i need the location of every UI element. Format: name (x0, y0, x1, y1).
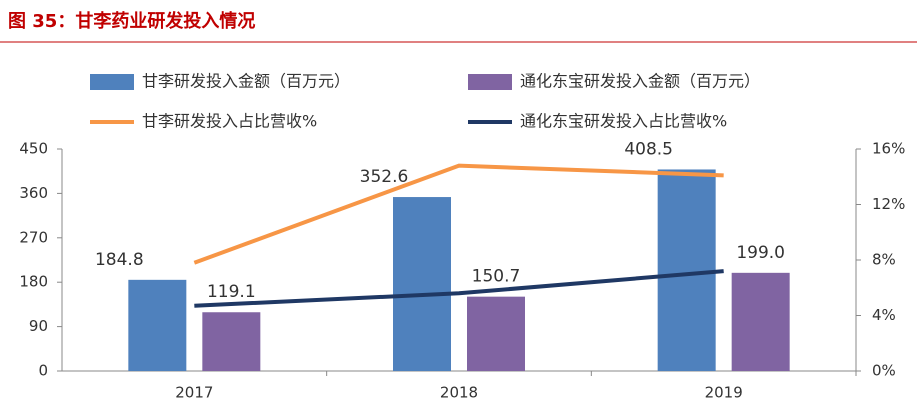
legend-label: 通化东宝研发投入占比营收% (520, 112, 727, 131)
y-tick-label: 0 (38, 362, 48, 380)
legend-label: 通化东宝研发投入金额（百万元） (520, 72, 760, 91)
legend-swatch (90, 74, 134, 90)
y-tick-label: 90 (29, 317, 48, 335)
y2-tick-label: 4% (872, 306, 896, 324)
bar-value-label: 184.8 (95, 250, 144, 270)
bar (731, 272, 790, 371)
x-tick-label: 2018 (440, 384, 478, 402)
x-tick-label: 2017 (175, 384, 213, 402)
bar (393, 197, 451, 371)
legend-label: 甘李研发投入占比营收% (142, 112, 317, 131)
bar (128, 279, 187, 371)
bar (467, 296, 525, 371)
bar-value-label: 408.5 (624, 139, 673, 159)
x-tick-label: 2019 (705, 384, 743, 402)
line-series (193, 163, 724, 265)
bar-value-label: 150.7 (472, 267, 521, 287)
bar (657, 169, 716, 371)
bar-value-label: 352.6 (360, 167, 409, 187)
y2-tick-label: 12% (872, 195, 905, 213)
bar-value-label: 119.1 (207, 282, 256, 302)
y2-tick-label: 16% (872, 140, 905, 158)
y-tick-label: 270 (19, 228, 48, 246)
legend-label: 甘李研发投入金额（百万元） (142, 72, 350, 91)
y2-tick-label: 8% (872, 251, 896, 269)
y-tick-label: 450 (19, 140, 48, 158)
y-tick-label: 360 (19, 184, 48, 202)
y-tick-label: 180 (19, 273, 48, 291)
y2-tick-label: 0% (872, 362, 896, 380)
chart-title: 图 35：甘李药业研发投入情况 (8, 10, 255, 32)
line-series (194, 269, 724, 308)
bar-value-label: 199.0 (736, 243, 785, 263)
legend-swatch (468, 74, 512, 90)
bar (202, 312, 261, 371)
